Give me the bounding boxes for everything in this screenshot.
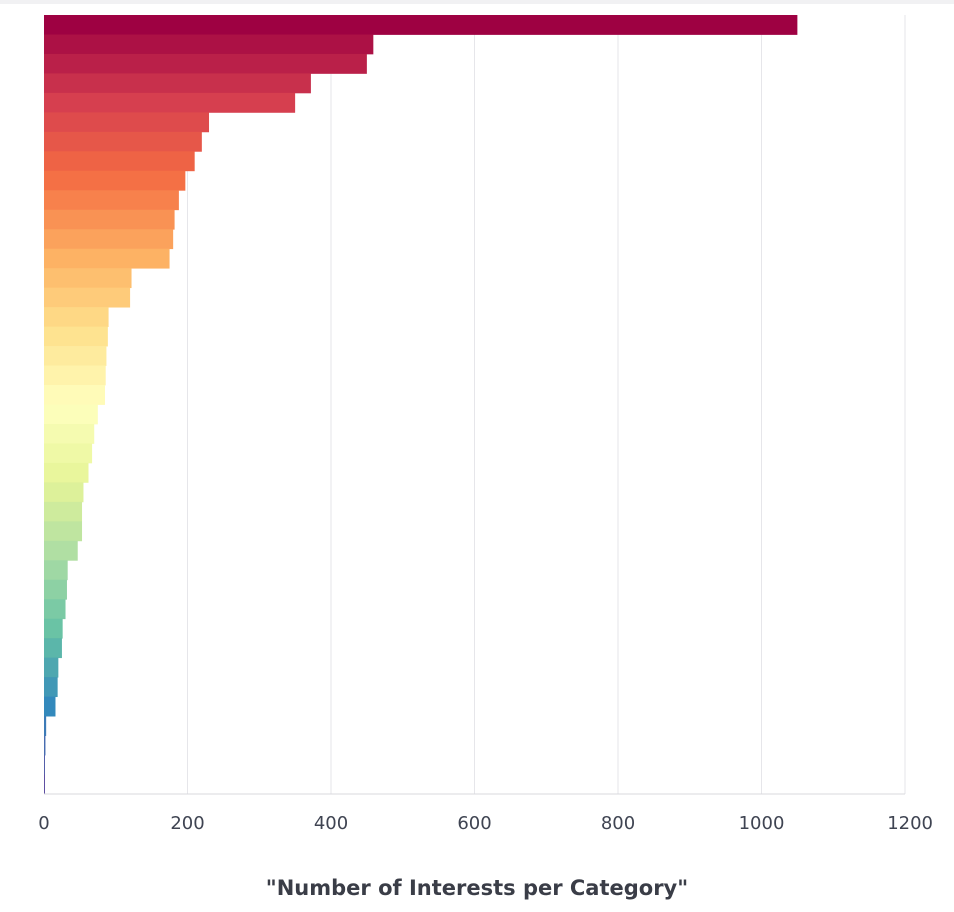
bar-11 <box>44 209 175 230</box>
bar-chart: 0 200 400 600 800 1000 1200 <box>38 15 933 834</box>
bar-17 <box>44 326 108 347</box>
bar-1 <box>44 15 798 35</box>
bar-34 <box>44 657 59 678</box>
bar-19 <box>44 365 106 386</box>
bar-38 <box>44 735 46 756</box>
bars <box>44 15 798 795</box>
top-border <box>0 0 954 4</box>
bar-13 <box>44 248 170 269</box>
bar-29 <box>44 560 68 581</box>
bar-33 <box>44 638 62 659</box>
bar-16 <box>44 307 109 327</box>
bar-36 <box>44 696 56 717</box>
x-tick-label-1000: 1000 <box>739 813 785 834</box>
x-axis-title: "Number of Interests per Category" <box>265 876 689 900</box>
bar-20 <box>44 385 105 405</box>
x-tick-label-200: 200 <box>170 813 204 834</box>
bar-21 <box>44 404 98 425</box>
bar-30 <box>44 579 67 600</box>
bar-6 <box>44 112 210 133</box>
bar-28 <box>44 540 78 561</box>
x-tick-label-400: 400 <box>314 813 348 834</box>
bar-8 <box>44 151 195 172</box>
bar-9 <box>44 170 186 191</box>
x-tick-label-0: 0 <box>38 813 49 834</box>
bar-15 <box>44 287 131 308</box>
bar-18 <box>44 346 107 366</box>
bar-32 <box>44 618 63 639</box>
x-tick-label-1200: 1200 <box>887 813 933 834</box>
bar-35 <box>44 677 58 698</box>
bar-5 <box>44 92 296 113</box>
x-tick-label-800: 800 <box>601 813 635 834</box>
bar-31 <box>44 599 66 620</box>
bar-22 <box>44 423 95 444</box>
bar-10 <box>44 190 179 211</box>
bar-12 <box>44 229 174 250</box>
gridlines <box>187 15 906 794</box>
bar-39 <box>44 755 45 775</box>
bar-24 <box>44 462 89 483</box>
bar-4 <box>44 73 311 94</box>
bar-25 <box>44 482 84 503</box>
x-tick-labels: 0 200 400 600 800 1000 1200 <box>38 813 933 834</box>
bar-14 <box>44 268 132 289</box>
bar-27 <box>44 521 83 542</box>
bar-40 <box>44 774 45 795</box>
bar-2 <box>44 34 374 55</box>
bar-3 <box>44 53 367 74</box>
bar-26 <box>44 501 83 522</box>
bar-7 <box>44 131 202 152</box>
bar-37 <box>44 716 47 736</box>
bar-23 <box>44 443 93 464</box>
x-tick-label-600: 600 <box>457 813 491 834</box>
